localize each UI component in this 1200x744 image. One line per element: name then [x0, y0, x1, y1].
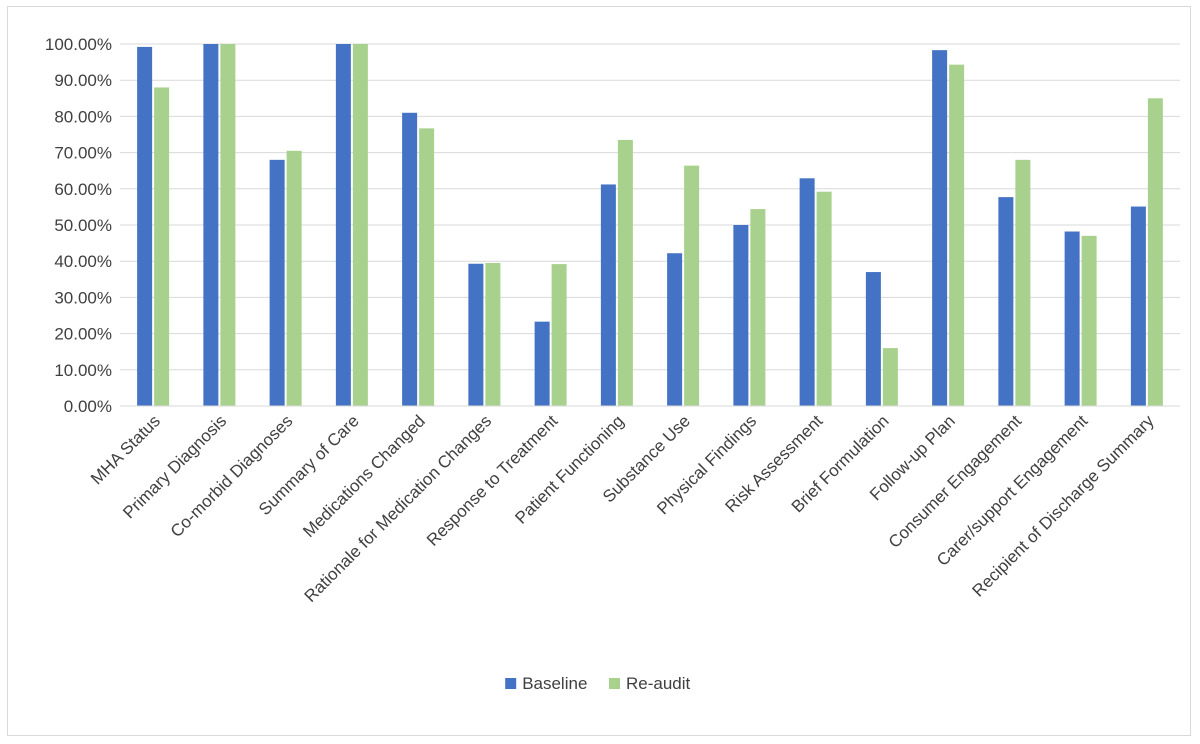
bar-re-audit — [617, 139, 633, 406]
bar-baseline — [932, 50, 948, 407]
legend-swatch — [609, 678, 620, 689]
bar-re-audit — [352, 44, 368, 406]
bar-baseline — [534, 321, 550, 406]
bar-re-audit — [220, 44, 236, 406]
bar-baseline — [865, 272, 881, 406]
bars — [137, 44, 1163, 407]
bar-re-audit — [154, 87, 170, 406]
y-tick-label: 10.00% — [54, 361, 112, 380]
bar-re-audit — [286, 150, 302, 406]
x-category-label: Response to Treatment — [423, 411, 562, 550]
bar-re-audit — [949, 64, 965, 406]
x-category-label: Patient Functioning — [511, 411, 627, 527]
bar-baseline — [335, 44, 351, 406]
bar-re-audit — [882, 348, 898, 406]
bar-baseline — [137, 46, 153, 407]
y-tick-label: 90.00% — [54, 71, 112, 90]
bar-chart: 0.00% 10.00% 20.00% 30.00% 40.00% 50.00% 60.00… — [45, 35, 1180, 693]
legend-item: Re-audit — [609, 674, 691, 693]
chart-area: 0.00% 10.00% 20.00% 30.00% 40.00% 50.00% 60.00… — [7, 6, 1191, 736]
bar-baseline — [667, 253, 683, 406]
y-tick-label: 70.00% — [54, 144, 112, 163]
y-tick-label: 50.00% — [54, 216, 112, 235]
y-tick-label: 100.00% — [45, 35, 112, 54]
legend-item: Baseline — [505, 674, 587, 693]
bar-baseline — [402, 112, 418, 406]
bar-re-audit — [419, 128, 435, 406]
bar-baseline — [1130, 206, 1146, 406]
y-tick-label: 0.00% — [64, 397, 112, 416]
bar-re-audit — [816, 191, 832, 406]
bar-baseline — [600, 184, 616, 406]
bar-baseline — [468, 263, 484, 406]
bar-re-audit — [1081, 235, 1097, 406]
y-tick-label: 40.00% — [54, 252, 112, 271]
bar-re-audit — [551, 264, 567, 406]
x-category-label: Medications Changed — [299, 411, 429, 541]
bar-baseline — [203, 44, 219, 406]
bar-re-audit — [684, 165, 700, 406]
x-category-label: Consumer Engagement — [885, 411, 1026, 552]
bar-baseline — [998, 197, 1014, 406]
y-tick-label: 20.00% — [54, 325, 112, 344]
bar-baseline — [733, 225, 749, 406]
legend-label: Baseline — [522, 674, 587, 693]
y-axis-tick-labels: 0.00% 10.00% 20.00% 30.00% 40.00% 50.00% 60.00… — [45, 35, 112, 416]
bar-baseline — [269, 159, 285, 406]
x-category-label: Co-morbid Diagnoses — [167, 411, 297, 541]
bar-re-audit — [485, 263, 501, 406]
y-tick-label: 30.00% — [54, 288, 112, 307]
legend-swatch — [505, 678, 517, 689]
bar-re-audit — [1015, 159, 1031, 406]
y-tick-label: 80.00% — [54, 107, 112, 126]
bar-baseline — [799, 178, 815, 406]
legend: Baseline Re-audit — [505, 674, 691, 693]
bar-re-audit — [1147, 98, 1163, 407]
legend-label: Re-audit — [626, 674, 691, 693]
bar-re-audit — [750, 209, 766, 406]
y-tick-label: 60.00% — [54, 180, 112, 199]
bar-baseline — [1064, 231, 1080, 406]
